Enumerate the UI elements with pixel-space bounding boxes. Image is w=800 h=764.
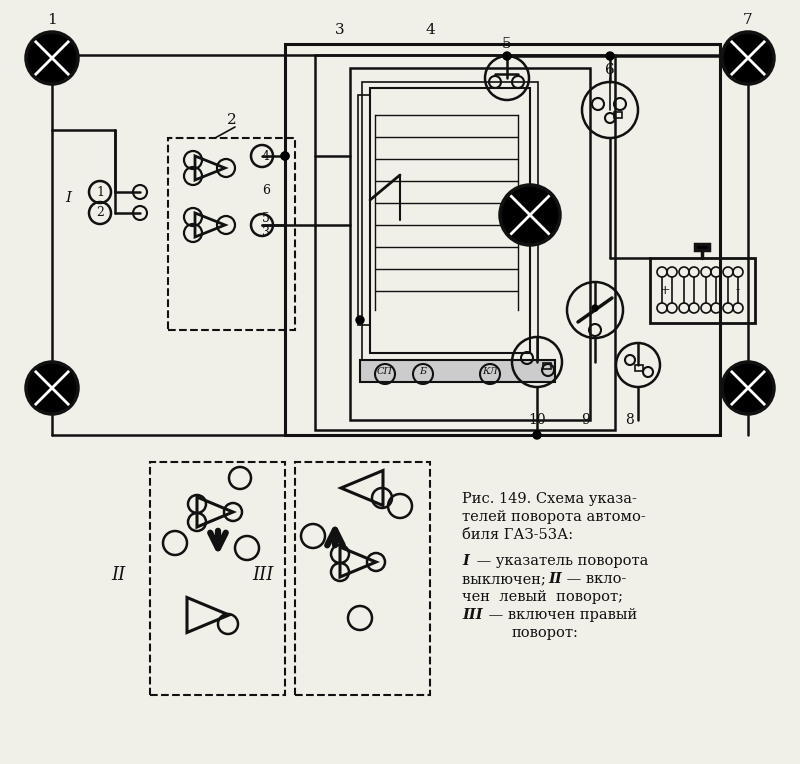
Text: 2: 2	[227, 113, 237, 127]
Text: — включен правый: — включен правый	[484, 608, 638, 622]
Text: I: I	[65, 191, 71, 205]
Text: I: I	[462, 554, 469, 568]
Text: 6: 6	[262, 183, 270, 196]
Circle shape	[500, 185, 560, 245]
Text: 5: 5	[502, 37, 512, 51]
Text: -: -	[736, 283, 740, 296]
Text: III: III	[462, 608, 482, 622]
Text: 3: 3	[335, 23, 345, 37]
Text: 1: 1	[47, 13, 57, 27]
Circle shape	[356, 316, 364, 324]
Text: 9: 9	[581, 413, 590, 427]
Bar	[168, 138, 295, 330]
Text: 1: 1	[96, 186, 104, 199]
Text: — указатель поворота: — указатель поворота	[472, 554, 648, 568]
Circle shape	[592, 305, 598, 311]
Text: СП: СП	[377, 367, 393, 375]
Text: 3: 3	[262, 225, 270, 238]
Circle shape	[503, 52, 511, 60]
Bar	[295, 462, 430, 695]
Text: чен  левый  поворот;: чен левый поворот;	[462, 590, 623, 604]
Text: +: +	[660, 283, 670, 296]
Text: выключен;: выключен;	[462, 572, 555, 586]
Text: Б: Б	[419, 367, 426, 375]
Bar	[362, 82, 538, 360]
Text: 2: 2	[96, 206, 104, 219]
Bar	[695, 244, 709, 250]
Circle shape	[722, 362, 774, 414]
Circle shape	[722, 32, 774, 84]
Text: — вкло-: — вкло-	[562, 572, 626, 586]
Text: поворот:: поворот:	[512, 626, 579, 640]
Bar	[358, 95, 370, 325]
Text: III: III	[252, 566, 274, 584]
Text: II: II	[111, 566, 125, 584]
Bar	[635, 365, 643, 371]
Text: Рис. 149. Схема указа-: Рис. 149. Схема указа-	[462, 492, 637, 506]
Text: 7: 7	[743, 13, 753, 27]
Text: биля ГАЗ-53А:: биля ГАЗ-53А:	[462, 528, 573, 542]
Circle shape	[281, 152, 289, 160]
Circle shape	[281, 152, 289, 160]
Bar	[285, 44, 720, 435]
Bar	[315, 55, 615, 430]
Text: КЛ: КЛ	[482, 367, 498, 375]
Circle shape	[26, 362, 78, 414]
Bar	[370, 88, 530, 353]
Bar	[614, 112, 622, 118]
Text: 8: 8	[626, 413, 634, 427]
Text: телей поворота автомо-: телей поворота автомо-	[462, 510, 646, 524]
Text: 10: 10	[528, 413, 546, 427]
Text: 5: 5	[262, 212, 270, 225]
Circle shape	[533, 431, 541, 439]
Circle shape	[26, 32, 78, 84]
Bar	[360, 360, 555, 382]
Bar	[150, 462, 285, 695]
Text: 4: 4	[262, 150, 270, 163]
Bar	[350, 68, 590, 420]
Text: 6: 6	[605, 63, 615, 77]
Text: II: II	[548, 572, 562, 586]
Circle shape	[606, 52, 614, 60]
Text: 4: 4	[425, 23, 435, 37]
Bar	[650, 258, 755, 323]
Bar	[543, 363, 551, 369]
